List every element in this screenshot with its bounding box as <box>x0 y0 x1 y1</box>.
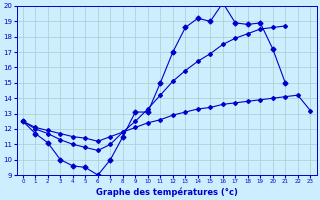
X-axis label: Graphe des températures (°c): Graphe des températures (°c) <box>96 187 237 197</box>
